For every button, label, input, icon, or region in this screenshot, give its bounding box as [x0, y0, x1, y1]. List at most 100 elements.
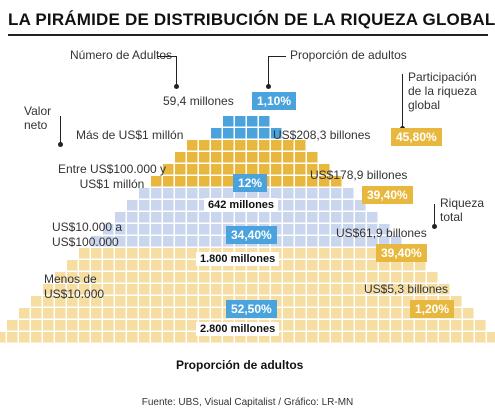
pyramid-block-tier2 [199, 176, 210, 187]
pyramid-block-tier3 [91, 236, 102, 247]
pyramid-block-tier2 [319, 176, 330, 187]
leader-adults-h [158, 56, 176, 57]
pyramid-block-tier3 [319, 224, 330, 235]
pyramid-block-tier4 [319, 272, 330, 283]
pyramid-block-tier4 [403, 332, 414, 343]
pyramid-block-tier4 [463, 332, 474, 343]
pyramid-block-tier3 [187, 224, 198, 235]
pyramid-block-tier4 [55, 308, 66, 319]
pyramid-block-tier4 [151, 332, 162, 343]
pyramid-block-tier4 [331, 332, 342, 343]
pyramid-block-tier4 [187, 284, 198, 295]
pyramid-block-tier4 [211, 272, 222, 283]
pyramid-block-tier4 [211, 284, 222, 295]
pyramid-block-tier3 [247, 188, 258, 199]
pyramid-block-tier4 [91, 284, 102, 295]
pyramid-block-tier1 [211, 128, 222, 139]
pyramid-block-tier4 [307, 332, 318, 343]
pyramid-block-tier4 [307, 272, 318, 283]
pyramid-block-tier4 [151, 272, 162, 283]
pyramid-block-tier4 [91, 308, 102, 319]
pyramid-block-tier3 [187, 200, 198, 211]
pyramid-block-tier3 [199, 212, 210, 223]
pyramid-block-tier4 [463, 320, 474, 331]
pyramid-block-tier4 [403, 272, 414, 283]
tier2-net-worth: Entre US$100.000 y US$1 millón [57, 162, 167, 191]
pyramid-block-tier2 [307, 164, 318, 175]
pyramid-block-tier2 [151, 176, 162, 187]
pyramid-block-tier3 [319, 212, 330, 223]
pyramid-block-tier4 [187, 272, 198, 283]
pyramid-block-tier2 [199, 164, 210, 175]
pyramid-block-tier3 [139, 188, 150, 199]
pyramid-block-tier3 [163, 212, 174, 223]
pyramid-block-tier4 [403, 320, 414, 331]
pyramid-block-tier2 [247, 152, 258, 163]
pyramid-block-tier4 [247, 332, 258, 343]
pyramid-block-tier3 [223, 212, 234, 223]
pyramid-block-tier3 [211, 224, 222, 235]
pyramid-block-tier4 [55, 284, 66, 295]
pyramid-block-tier4 [427, 320, 438, 331]
pyramid-block-tier4 [343, 332, 354, 343]
pyramid-block-tier3 [331, 224, 342, 235]
pyramid-block-tier4 [43, 308, 54, 319]
pyramid-block-tier4 [247, 284, 258, 295]
title-underline [8, 34, 488, 36]
pyramid-block-tier4 [307, 320, 318, 331]
pyramid-block-tier4 [67, 308, 78, 319]
pyramid-block-tier4 [283, 332, 294, 343]
pyramid-block-tier4 [379, 332, 390, 343]
pyramid-block-tier4 [475, 332, 486, 343]
pyramid-block-tier1 [235, 128, 246, 139]
tier1-wealth: US$208,3 billones [273, 128, 371, 142]
pyramid-block-tier4 [343, 272, 354, 283]
pyramid-block-tier4 [307, 248, 318, 259]
pyramid-block-tier4 [283, 284, 294, 295]
pyramid-block-tier4 [331, 284, 342, 295]
pyramid-block-tier4 [295, 308, 306, 319]
pyramid-block-tier4 [367, 260, 378, 271]
pyramid-block-tier1 [235, 116, 246, 127]
pyramid-block-tier4 [367, 320, 378, 331]
pyramid-block-tier4 [283, 308, 294, 319]
pyramid-block-tier3 [343, 212, 354, 223]
pyramid-block-tier4 [355, 248, 366, 259]
pyramid-block-tier2 [187, 152, 198, 163]
pyramid-block-tier3 [187, 188, 198, 199]
pyramid-block-tier4 [199, 272, 210, 283]
pyramid-block-tier2 [295, 164, 306, 175]
pyramid-block-tier4 [175, 248, 186, 259]
pyramid-block-tier3 [331, 236, 342, 247]
pyramid-block-tier4 [319, 308, 330, 319]
header-adults-share: Proporción de adultos [290, 48, 407, 62]
pyramid-block-tier3 [331, 212, 342, 223]
pyramid-block-tier4 [115, 284, 126, 295]
tier1-net-worth: Más de US$1 millón [76, 128, 184, 142]
pyramid-block-tier2 [247, 140, 258, 151]
pyramid-block-tier3 [127, 224, 138, 235]
pyramid-block-tier3 [307, 224, 318, 235]
pyramid-block-tier4 [139, 272, 150, 283]
pyramid-block-tier3 [163, 188, 174, 199]
pyramid-block-tier4 [295, 332, 306, 343]
pyramid-block-tier3 [139, 200, 150, 211]
pyramid-block-tier4 [163, 332, 174, 343]
pyramid-block-tier3 [271, 188, 282, 199]
leader-total-v [434, 204, 435, 226]
pyramid-block-tier4 [199, 284, 210, 295]
pyramid-block-tier4 [139, 332, 150, 343]
pyramid-block-tier4 [0, 332, 6, 343]
pyramid-block-tier4 [331, 248, 342, 259]
pyramid-block-tier3 [235, 212, 246, 223]
pyramid-block-tier2 [211, 176, 222, 187]
pyramid-block-tier4 [67, 296, 78, 307]
pyramid-block-tier4 [355, 272, 366, 283]
pyramid-block-tier3 [163, 224, 174, 235]
pyramid-block-tier3 [211, 188, 222, 199]
pyramid-block-tier2 [283, 176, 294, 187]
pyramid-block-tier3 [139, 236, 150, 247]
pyramid-block-tier4 [115, 260, 126, 271]
pyramid-block-tier4 [127, 260, 138, 271]
pyramid-block-tier4 [355, 284, 366, 295]
